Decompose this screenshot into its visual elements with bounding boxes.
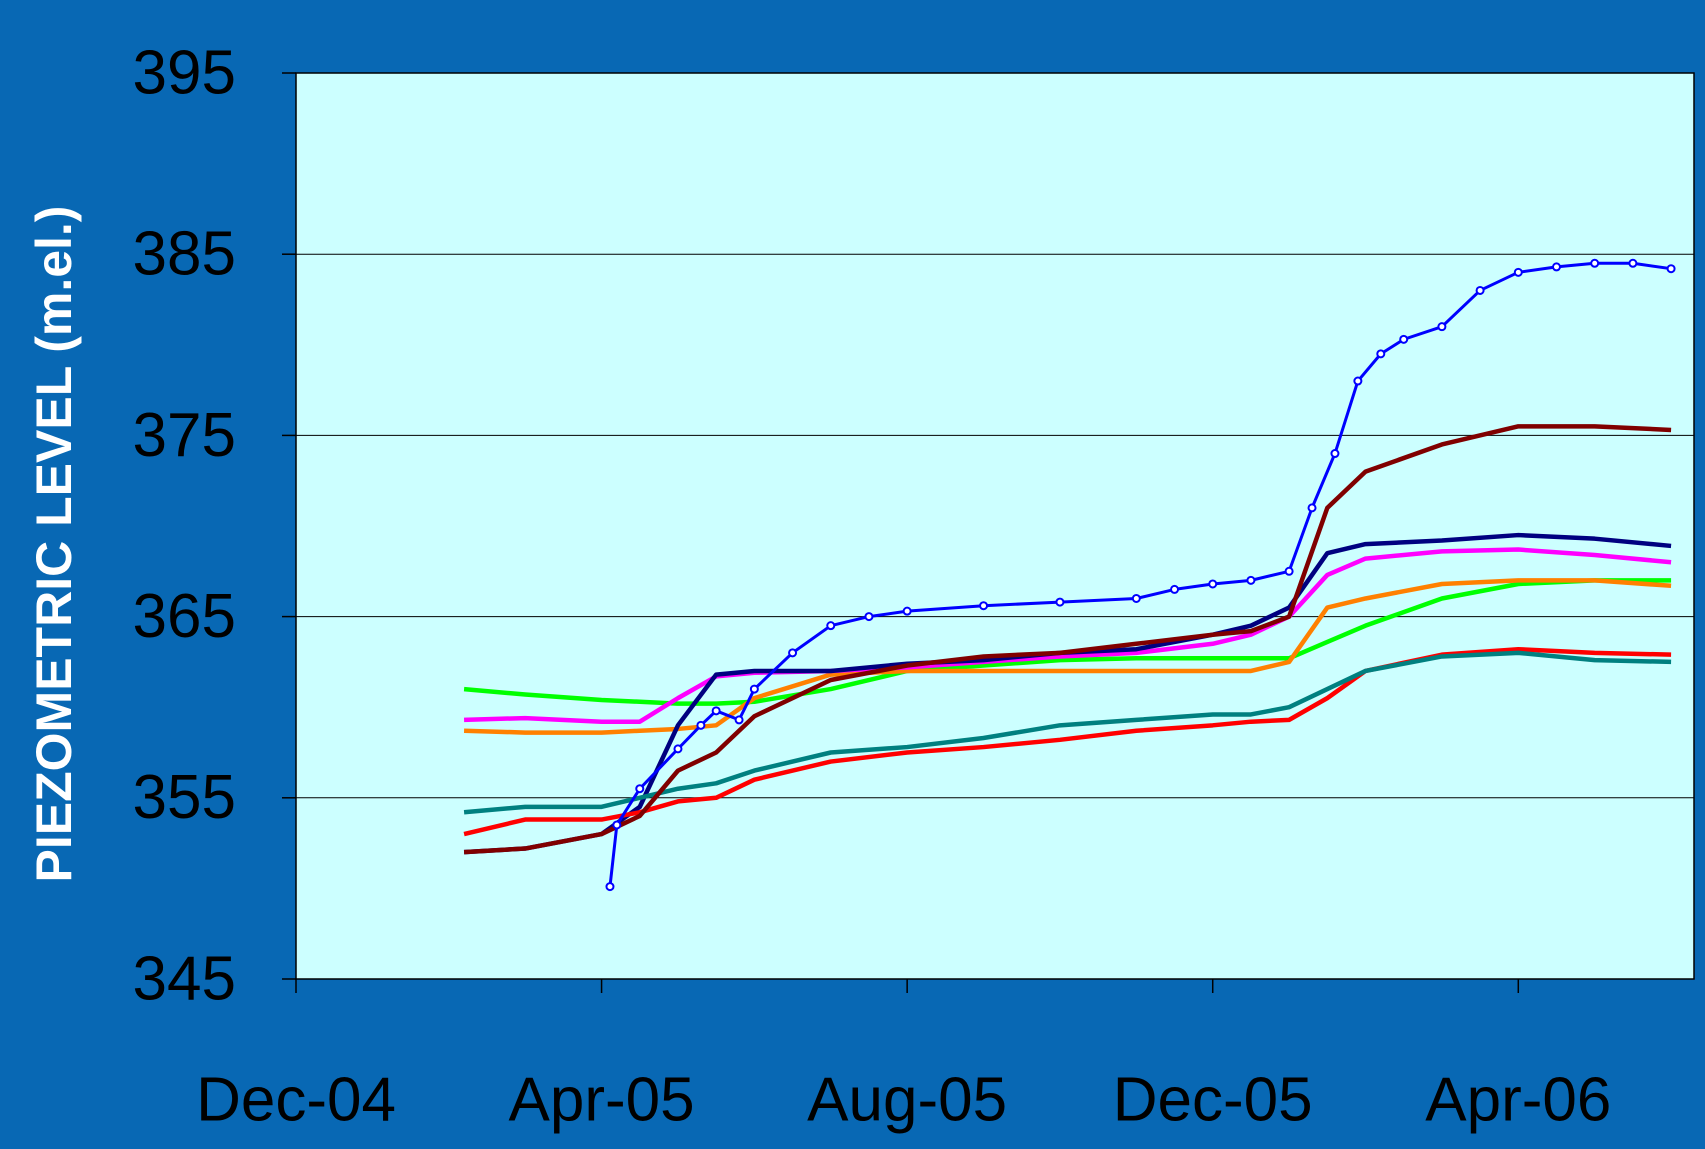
series-marker xyxy=(864,612,874,622)
plot-area xyxy=(295,72,1695,980)
y-tick-label: 385 xyxy=(133,220,236,289)
series-line xyxy=(463,578,1672,706)
series-marker xyxy=(1246,575,1256,585)
y-axis-label: PIEZOMETRIC LEVEL (m.el.) xyxy=(26,206,82,883)
x-tick-label: Apr-06 xyxy=(1425,1065,1611,1134)
y-tick-label: 375 xyxy=(133,401,236,470)
series-marker xyxy=(1666,264,1676,274)
x-tick-label: Aug-05 xyxy=(807,1065,1007,1134)
series-marker xyxy=(1628,258,1638,268)
x-tick-label: Apr-05 xyxy=(509,1065,695,1134)
series-marker xyxy=(1475,285,1485,295)
series-marker xyxy=(734,715,744,725)
y-tick-label: 365 xyxy=(133,582,236,651)
series-marker xyxy=(1284,566,1294,576)
series-marker xyxy=(1353,376,1363,386)
series-line xyxy=(463,547,1672,724)
series-marker xyxy=(605,882,615,892)
series-marker xyxy=(1437,322,1447,332)
series-marker xyxy=(711,706,721,716)
series-marker xyxy=(1399,334,1409,344)
series-marker xyxy=(673,744,683,754)
y-tick-label: 345 xyxy=(133,944,236,1013)
y-tick-label: 395 xyxy=(133,38,236,107)
series-line xyxy=(463,578,1672,735)
series-marker xyxy=(1055,597,1065,607)
series-marker xyxy=(1307,503,1317,513)
series-marker xyxy=(1376,349,1386,359)
series-marker xyxy=(1131,593,1141,603)
series-marker xyxy=(1330,449,1340,459)
series-line xyxy=(463,424,1672,855)
x-tick-label: Dec-05 xyxy=(1113,1065,1313,1134)
series-marker xyxy=(979,601,989,611)
series-marker xyxy=(902,606,912,616)
y-tick-label: 355 xyxy=(133,763,236,832)
series-marker xyxy=(788,648,798,658)
series-marker xyxy=(1590,258,1600,268)
series-marker xyxy=(1208,579,1218,589)
series-marker xyxy=(1513,267,1523,277)
x-tick-label: Dec-04 xyxy=(196,1065,396,1134)
series-marker xyxy=(826,621,836,631)
series-marker xyxy=(1170,584,1180,594)
series-marker xyxy=(1551,262,1561,272)
series-marker xyxy=(635,784,645,794)
series-marker xyxy=(696,720,706,730)
series-marker xyxy=(749,684,759,694)
series-marker xyxy=(612,820,622,830)
series-line xyxy=(463,650,1672,815)
